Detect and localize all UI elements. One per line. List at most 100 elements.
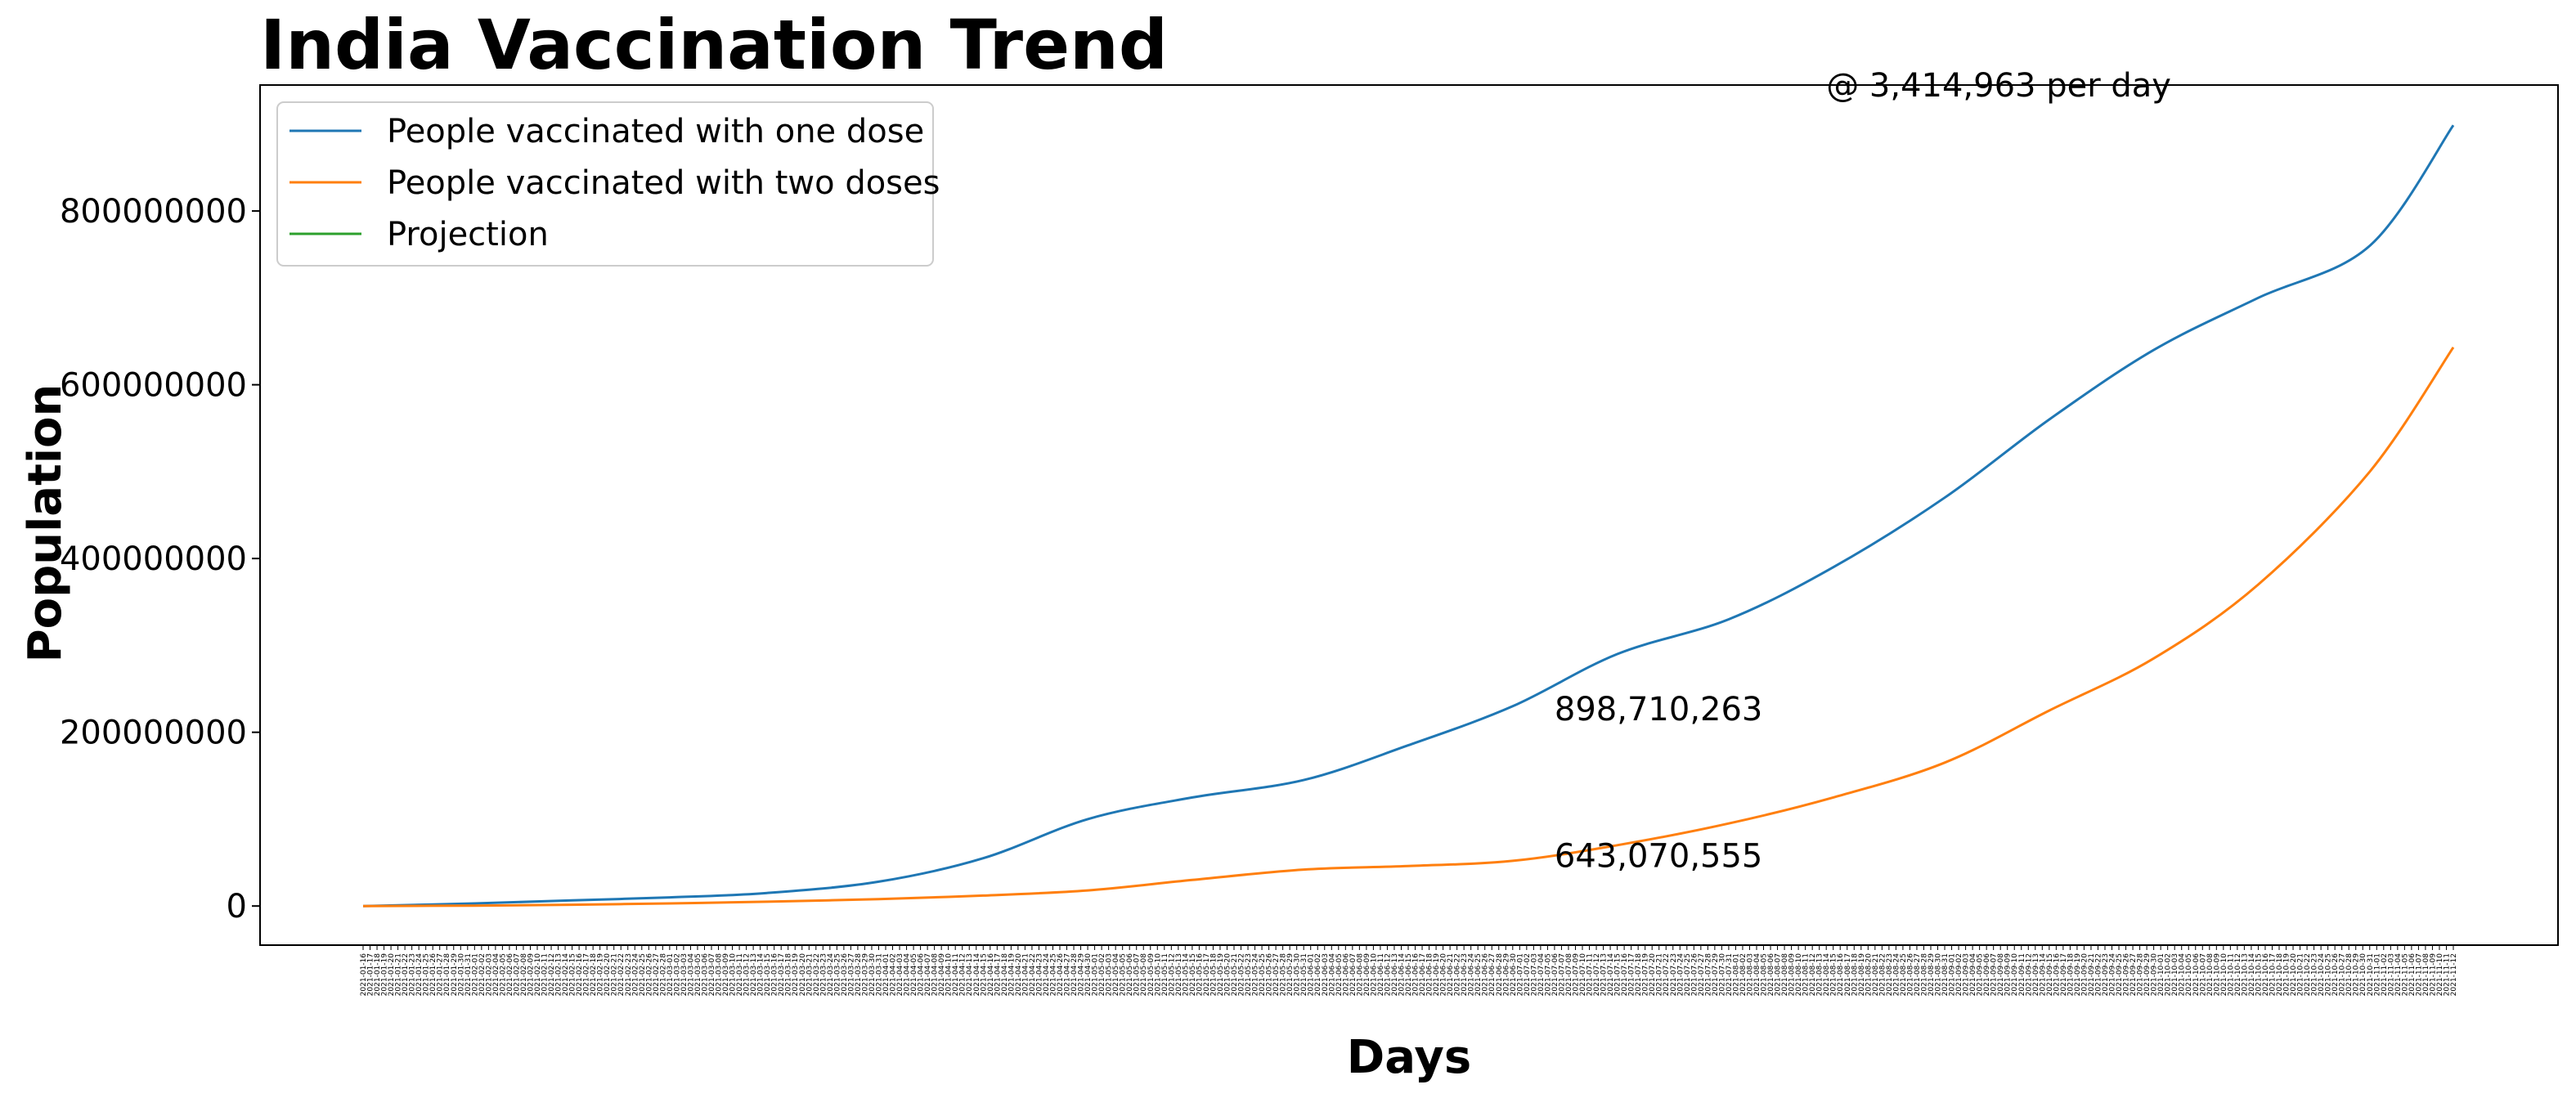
x-tick-label: 2021-04-07 [924, 953, 932, 996]
x-tick-label: 2021-02-13 [555, 953, 563, 996]
x-tick-label: 2021-06-01 [1308, 953, 1316, 996]
x-tick-label: 2021-05-16 [1196, 953, 1204, 997]
x-tick-label: 2021-08-15 [1830, 953, 1838, 996]
x-tick-label: 2021-03-25 [833, 953, 841, 996]
x-tick-label: 2021-01-23 [409, 953, 417, 996]
x-tick-label: 2021-10-08 [2206, 953, 2215, 997]
x-tick-label: 2021-07-19 [1642, 953, 1650, 997]
x-tick-label: 2021-11-04 [2394, 953, 2403, 997]
x-tick-label: 2021-08-17 [1844, 953, 1852, 996]
x-tick-label: 2021-08-28 [1920, 953, 1928, 997]
x-tick-label: 2021-01-26 [429, 953, 438, 997]
legend-label: People vaccinated with two doses [387, 164, 940, 202]
x-tick-label: 2021-05-01 [1092, 953, 1100, 996]
y-tick-label: 0 [227, 888, 247, 925]
x-tick-label: 2021-10-27 [2339, 953, 2347, 996]
x-tick-label: 2021-08-05 [1761, 953, 1769, 996]
x-tick-label: 2021-04-24 [1043, 953, 1051, 997]
x-tick-label: 2021-01-28 [443, 953, 451, 997]
x-tick-label: 2021-10-06 [2192, 953, 2201, 997]
x-tick-label: 2021-03-11 [736, 953, 744, 996]
x-tick-label: 2021-05-27 [1272, 953, 1281, 996]
x-tick-label: 2021-07-09 [1572, 953, 1580, 997]
x-tick-label: 2021-07-25 [1684, 953, 1692, 996]
x-tick-label: 2021-06-04 [1328, 953, 1336, 997]
x-tick-label: 2021-07-28 [1704, 953, 1712, 997]
x-tick-label: 2021-07-29 [1712, 953, 1720, 997]
x-tick-label: 2021-04-15 [980, 953, 988, 996]
legend-box [276, 101, 934, 267]
x-tick-label: 2021-03-22 [813, 953, 821, 996]
x-tick-label: 2021-09-18 [2067, 953, 2075, 997]
x-tick-label: 2021-01-16 [360, 953, 368, 997]
x-tick-label: 2021-04-13 [966, 953, 974, 996]
x-tick-label: 2021-07-23 [1670, 953, 1678, 996]
x-tick-label: 2021-09-21 [2088, 953, 2096, 996]
x-tick-label: 2021-08-02 [1739, 953, 1748, 996]
x-tick-label: 2021-10-26 [2331, 953, 2340, 997]
x-tick-label: 2021-04-02 [890, 953, 898, 996]
x-tick-label: 2021-03-13 [750, 953, 758, 996]
x-tick-label: 2021-06-14 [1398, 953, 1406, 997]
x-tick-label: 2021-07-12 [1593, 953, 1601, 996]
x-tick-label: 2021-04-03 [896, 953, 904, 996]
x-tick-label: 2021-05-08 [1140, 953, 1148, 997]
x-tick-label: 2021-10-29 [2353, 953, 2361, 997]
x-tick-label: 2021-07-18 [1635, 953, 1643, 997]
x-tick-label: 2021-06-28 [1496, 953, 1504, 997]
x-tick-label: 2021-09-14 [2039, 953, 2047, 997]
x-tick-label: 2021-07-08 [1565, 953, 1573, 997]
x-tick-label: 2021-07-15 [1614, 953, 1622, 996]
x-tick-label: 2021-05-22 [1238, 953, 1246, 996]
series-line [362, 124, 2455, 908]
x-tick-label: 2021-06-17 [1419, 953, 1427, 996]
x-tick-label: 2021-04-08 [931, 953, 940, 997]
x-tick-label: 2021-09-09 [2004, 953, 2013, 997]
series-lines [362, 124, 2455, 908]
x-tick-label: 2021-01-20 [388, 953, 396, 997]
y-tick-label: 400000000 [60, 540, 247, 578]
x-tick-label: 2021-09-07 [1990, 953, 1999, 996]
x-tick-label: 2021-11-01 [2373, 953, 2381, 996]
y-axis-title: Population [19, 384, 72, 663]
x-tick-label: 2021-10-20 [2290, 953, 2298, 997]
x-tick-label: 2021-10-18 [2276, 953, 2284, 997]
x-tick-label: 2021-10-31 [2367, 953, 2375, 996]
x-tick-label: 2021-08-30 [1935, 953, 1943, 997]
x-tick-label: 2021-04-17 [994, 953, 1002, 996]
x-tick-label: 2021-10-01 [2157, 953, 2165, 996]
x-tick-label: 2021-05-23 [1245, 953, 1253, 996]
x-tick-label: 2021-04-11 [952, 953, 960, 996]
x-tick-label: 2021-01-25 [423, 953, 431, 996]
x-tick-label: 2021-02-08 [520, 953, 528, 997]
x-tick-label: 2021-09-04 [1969, 953, 1977, 997]
x-tick-label: 2021-06-09 [1363, 953, 1371, 997]
x-tick-label: 2021-08-29 [1928, 953, 1936, 997]
x-tick-label: 2021-06-22 [1454, 953, 1462, 996]
x-tick-label: 2021-01-18 [374, 953, 382, 997]
y-tick-label: 800000000 [60, 193, 247, 231]
x-tick-label: 2021-08-07 [1775, 953, 1783, 996]
x-tick-label: 2021-10-07 [2199, 953, 2207, 996]
x-tick-label: 2021-10-28 [2345, 953, 2354, 997]
x-tick-label: 2021-10-13 [2241, 953, 2249, 996]
x-tick-label: 2021-07-02 [1524, 953, 1532, 996]
x-tick-label: 2021-10-23 [2311, 953, 2319, 996]
x-tick-label: 2021-01-31 [464, 953, 473, 996]
x-tick-label: 2021-08-18 [1851, 953, 1859, 997]
x-tick-label: 2021-02-18 [590, 953, 598, 997]
x-tick-label: 2021-02-23 [625, 953, 633, 996]
x-tick-label: 2021-06-23 [1461, 953, 1469, 996]
x-tick-label: 2021-10-02 [2165, 953, 2173, 996]
x-tick-label: 2021-06-15 [1405, 953, 1413, 996]
x-tick-label: 2021-09-24 [2109, 953, 2117, 997]
x-tick-label: 2021-05-03 [1106, 953, 1114, 996]
x-tick-label: 2021-06-08 [1356, 953, 1364, 997]
x-tick-label: 2021-08-26 [1906, 953, 1914, 997]
x-tick-label: 2021-10-17 [2269, 953, 2277, 996]
x-tick-label: 2021-09-23 [2102, 953, 2110, 996]
x-tick-label: 2021-11-06 [2408, 953, 2417, 997]
x-tick-label: 2021-05-11 [1161, 953, 1169, 996]
x-tick-label: 2021-08-14 [1823, 953, 1831, 997]
x-tick-label: 2021-04-29 [1078, 953, 1086, 997]
